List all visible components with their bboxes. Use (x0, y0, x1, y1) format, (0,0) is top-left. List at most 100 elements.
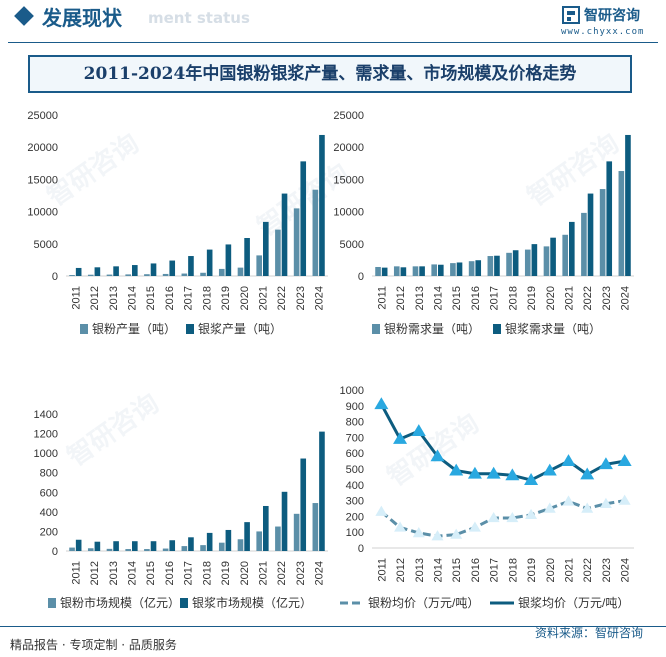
x-tick-label: 2024 (314, 561, 326, 585)
x-tick-label: 2019 (220, 286, 232, 310)
y-tick-label: 1000 (34, 448, 58, 460)
x-tick-label: 2016 (470, 558, 482, 582)
bar-silver-powder (543, 246, 550, 276)
bar-silver-paste (132, 265, 138, 276)
line-point (450, 528, 463, 539)
y-tick-label: 300 (346, 496, 364, 508)
legend-label: 银粉市场规模（亿元） (60, 595, 180, 610)
y-tick-label: 200 (346, 511, 364, 523)
bar-silver-paste (456, 262, 463, 276)
bar-silver-powder (218, 268, 225, 276)
y-tick-label: 500 (346, 464, 364, 476)
bar-silver-paste (512, 250, 519, 276)
bar-silver-powder (200, 272, 206, 276)
x-tick-label: 2016 (470, 286, 482, 310)
bar-silver-powder (237, 267, 244, 276)
x-tick-label: 2013 (108, 561, 120, 585)
legend-swatch (493, 324, 501, 334)
legend-swatch (48, 598, 56, 608)
x-tick-label: 2023 (601, 286, 613, 310)
line-point (374, 397, 389, 410)
y-tick-label: 1400 (34, 409, 58, 421)
line-point (543, 502, 556, 513)
bar-silver-paste (606, 161, 613, 276)
x-tick-label: 2023 (601, 558, 613, 582)
y-tick-label: 400 (40, 507, 58, 519)
x-tick-label: 2022 (582, 558, 594, 582)
x-tick-label: 2019 (526, 558, 538, 582)
bar-silver-paste (300, 161, 307, 276)
x-tick-label: 2022 (582, 286, 594, 310)
bar-silver-paste (206, 249, 213, 276)
line-point (430, 449, 445, 462)
brand-name: 智研咨询 (584, 8, 640, 24)
bar-silver-powder (524, 249, 531, 276)
brand-url: www.chyxx.com (561, 27, 645, 37)
y-tick-label: 600 (346, 448, 364, 460)
x-tick-label: 2011 (70, 561, 82, 585)
bar-silver-paste (494, 255, 500, 276)
bar-silver-powder (200, 545, 206, 551)
bar-silver-paste (225, 529, 232, 551)
bar-silver-powder (506, 252, 512, 276)
x-tick-label: 2018 (201, 561, 213, 585)
bar-silver-paste (475, 260, 482, 276)
line-point (393, 431, 408, 444)
y-tick-label: 5000 (340, 239, 364, 251)
bar-silver-paste (94, 267, 101, 276)
x-tick-label: 2021 (564, 558, 576, 582)
chart-title: 2011-2024年中国银粉银浆产量、需求量、市场规模及价格走势 (28, 55, 632, 93)
line-point (581, 502, 594, 513)
x-tick-label: 2015 (145, 561, 157, 585)
footer-tagline: 精品报告 · 专项定制 · 品质服务 (10, 638, 177, 652)
y-tick-label: 800 (40, 468, 58, 480)
y-tick-label: 15000 (333, 174, 364, 186)
x-tick-label: 2020 (545, 286, 557, 310)
bar-silver-paste (169, 260, 176, 276)
bar-silver-paste (188, 256, 194, 276)
y-tick-label: 100 (346, 527, 364, 539)
bar-silver-powder (312, 189, 319, 276)
bar-silver-powder (487, 256, 494, 276)
y-tick-label: 1000 (340, 385, 364, 397)
x-tick-label: 2016 (164, 561, 176, 585)
bar-silver-paste (300, 458, 307, 551)
y-tick-label: 1200 (34, 429, 58, 441)
bar-silver-powder (275, 229, 281, 276)
x-tick-label: 2023 (295, 286, 307, 310)
y-tick-label: 0 (358, 271, 364, 283)
bar-silver-paste (188, 537, 194, 551)
bar-silver-paste (150, 263, 157, 276)
footer-divider (0, 626, 666, 627)
bar-silver-paste (244, 238, 250, 276)
bar-silver-powder (599, 189, 606, 276)
bar-silver-powder (618, 171, 625, 276)
bar-silver-paste (132, 541, 138, 551)
y-tick-label: 700 (346, 432, 364, 444)
bar-silver-paste (419, 266, 425, 276)
y-tick-label: 0 (358, 543, 364, 555)
bar-silver-powder (87, 548, 94, 551)
bar-silver-powder (293, 513, 300, 551)
line-point (467, 466, 482, 479)
bar-silver-powder (581, 212, 587, 276)
x-tick-label: 2015 (451, 286, 463, 310)
line-point (561, 454, 576, 466)
bar-silver-powder (562, 234, 568, 276)
bar-silver-paste (263, 221, 269, 276)
x-tick-label: 2015 (145, 286, 157, 310)
line-point (525, 508, 538, 520)
bar-silver-powder (69, 547, 75, 551)
bar-silver-powder (181, 546, 188, 551)
bar-silver-paste (75, 267, 82, 276)
legend-label: 银浆市场规模（亿元） (192, 595, 312, 610)
line-point (394, 521, 407, 532)
y-tick-label: 25000 (27, 110, 58, 122)
line-point (524, 473, 539, 485)
bar-silver-powder (181, 273, 188, 276)
bar-silver-paste (169, 540, 176, 551)
bar-silver-paste (550, 237, 556, 276)
bar-silver-powder (125, 549, 131, 551)
x-tick-label: 2018 (507, 286, 519, 310)
bar-silver-paste (113, 541, 119, 551)
